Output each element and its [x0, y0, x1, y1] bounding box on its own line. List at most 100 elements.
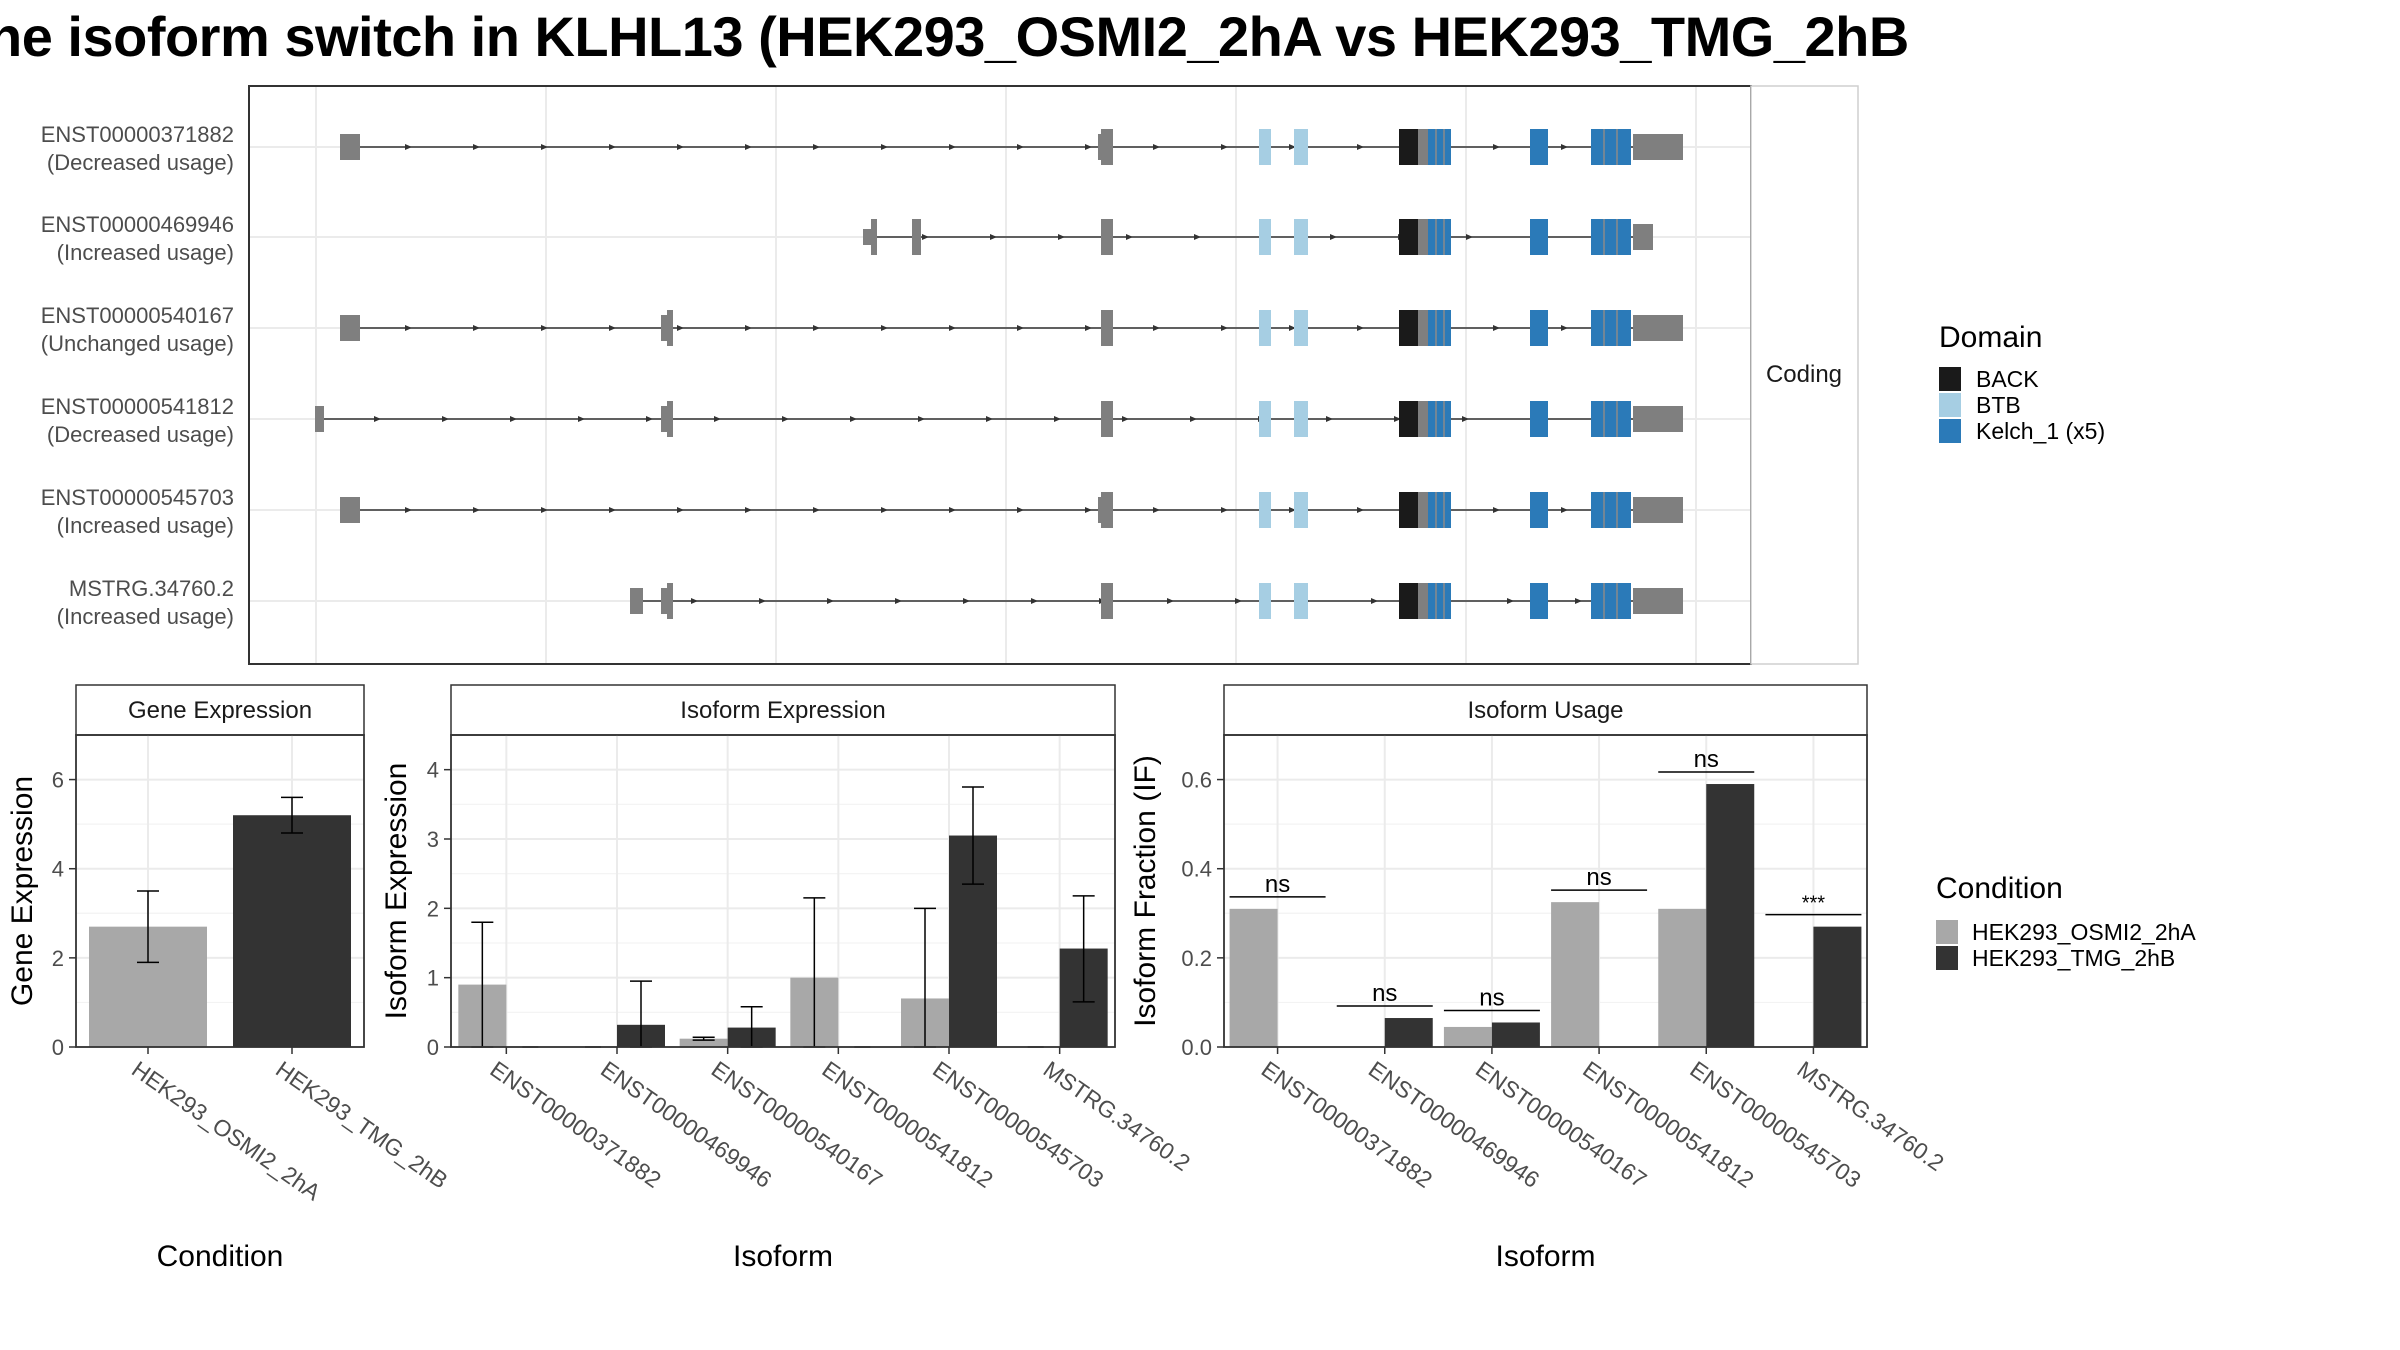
intron-arrow: [949, 144, 956, 150]
intron-arrow: [1167, 598, 1174, 604]
intron-arrow: [827, 598, 834, 604]
transcript-label: ENST00000469946 (Increased usage): [41, 212, 234, 265]
intron-arrow: [745, 144, 752, 150]
exon-block: [340, 134, 360, 160]
y-axis-title: Isoform Expression: [380, 763, 413, 1020]
panel-strip: [450, 684, 1116, 736]
x-axis-title: Isoform: [733, 1240, 833, 1273]
intron-arrow: [646, 416, 653, 422]
intron-arrow: [1085, 325, 1092, 331]
significance-label: ns: [1372, 980, 1397, 1007]
intron-arrow: [895, 598, 902, 604]
intron-arrow: [745, 325, 752, 331]
y-tick-label: 0: [427, 1035, 439, 1060]
transcript-id: ENST00000469946: [41, 212, 234, 237]
intron-arrow: [1153, 325, 1160, 331]
plot-bg: [1224, 735, 1867, 1047]
exon-block: [863, 229, 871, 245]
intron-arrow: [1289, 325, 1296, 331]
intron-arrow: [1575, 598, 1582, 604]
intron-arrow: [1122, 416, 1129, 422]
y-tick-label: 0.6: [1181, 768, 1212, 793]
domain-btb: [1259, 310, 1271, 346]
isoform-usage-panel: Isoform Usage 0.0 0.2 0.4 0.6 ns ns ns ns ns *** EN…: [1129, 684, 1949, 1273]
intron-arrow: [691, 598, 698, 604]
intron-arrow: [813, 144, 820, 150]
domain-kelch_1: [1428, 401, 1451, 437]
bar-condition2: [1706, 784, 1755, 1047]
intron-arrow: [1561, 507, 1568, 513]
exon-block: [1418, 219, 1428, 255]
intron-arrow: [1058, 234, 1065, 240]
x-tick-label: ENST00000371882: [1257, 1056, 1437, 1193]
plot-border: [1223, 734, 1868, 1048]
intron-arrow: [1462, 416, 1469, 422]
intron-arrow: [1126, 234, 1133, 240]
intron-arrow: [541, 325, 548, 331]
transcript-usage: (Increased usage): [57, 513, 234, 538]
exon-block: [630, 588, 643, 614]
intron-arrow: [1507, 598, 1514, 604]
domain-back: [1399, 583, 1418, 619]
plot-border: [75, 734, 365, 1048]
plot-bg: [451, 735, 1115, 1047]
domain-back: [1399, 492, 1418, 528]
exon-block: [1633, 497, 1683, 523]
intron-arrow: [374, 416, 381, 422]
bar-condition1: [1443, 1026, 1492, 1047]
exon-block: [667, 310, 673, 346]
y-tick-label: 1: [427, 966, 439, 991]
domain-btb: [1294, 583, 1308, 619]
y-tick-label: 0.0: [1181, 1035, 1212, 1060]
condition-legend-title: Condition: [1936, 872, 2063, 905]
x-tick-label: ENST00000540167: [1471, 1056, 1651, 1193]
intron-arrow: [609, 144, 616, 150]
domain-kelch_1: [1530, 492, 1548, 528]
intron-arrow: [1289, 144, 1296, 150]
domain-kelch_1: [1530, 219, 1548, 255]
domain-btb: [1259, 219, 1271, 255]
exon-block: [1633, 224, 1653, 250]
transcript-label: MSTRG.34760.2 (Increased usage): [57, 576, 234, 629]
transcript-label: ENST00000540167 (Unchanged usage): [41, 303, 234, 356]
transcript-id: ENST00000540167: [41, 303, 234, 328]
panel-title: Isoform Usage: [1467, 697, 1623, 724]
intron-arrow: [918, 416, 925, 422]
legend-key-btb: [1939, 393, 1961, 417]
x-axis-title: Condition: [157, 1240, 284, 1273]
transcript-track: ENST00000371882 (Decreased usage): [41, 122, 1683, 175]
legend-key-condition2: [1936, 946, 1958, 970]
intron-arrow: [677, 507, 684, 513]
exon-block: [871, 219, 877, 255]
intron-arrow: [1357, 325, 1364, 331]
domain-back: [1399, 129, 1418, 165]
intron-arrow: [677, 144, 684, 150]
intron-arrow: [1017, 507, 1024, 513]
transcript-panel: ENST00000371882 (Decreased usage)ENST0000…: [41, 85, 1859, 665]
exon-block: [1101, 492, 1113, 528]
intron-arrow: [881, 325, 888, 331]
transcript-id: ENST00000371882: [41, 122, 234, 147]
exon-block: [667, 401, 673, 437]
transcript-id: MSTRG.34760.2: [69, 576, 234, 601]
intron-arrow: [782, 416, 789, 422]
transcript-label: ENST00000541812 (Decreased usage): [41, 394, 234, 447]
exon-block: [1633, 406, 1683, 432]
exon-block: [1418, 401, 1428, 437]
exon-block: [661, 406, 667, 432]
intron-arrow: [405, 507, 412, 513]
panel-title: Gene Expression: [128, 697, 312, 724]
intron-arrow: [1330, 234, 1337, 240]
bar-condition2: [1491, 1022, 1540, 1047]
x-tick-label: ENST00000541812: [1578, 1056, 1758, 1193]
intron-arrow: [922, 234, 929, 240]
intron-arrow: [473, 325, 480, 331]
domain-kelch_1: [1591, 129, 1631, 165]
domain-kelch_1: [1591, 401, 1631, 437]
intron-arrow: [1561, 325, 1568, 331]
intron-arrow: [990, 234, 997, 240]
exon-block: [1418, 129, 1428, 165]
exon-block: [1101, 219, 1113, 255]
domain-kelch_1: [1530, 129, 1548, 165]
